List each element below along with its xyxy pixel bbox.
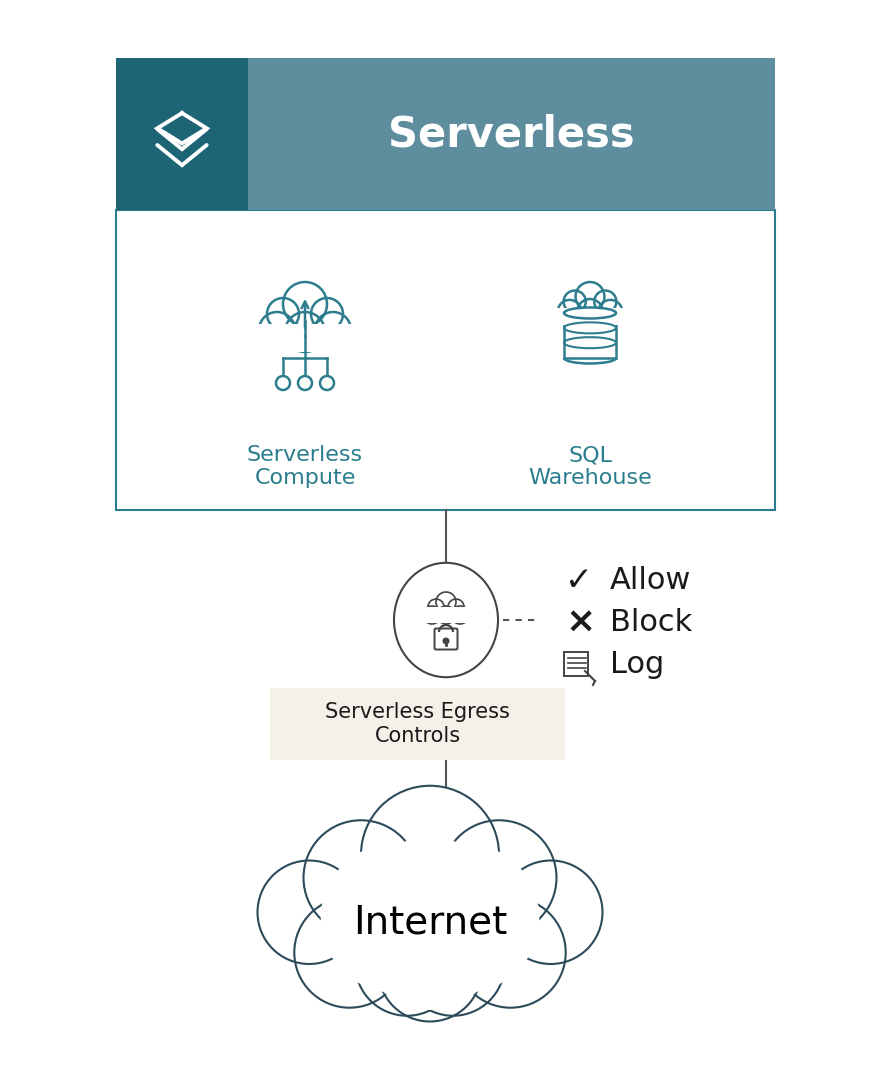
Circle shape bbox=[361, 872, 499, 1010]
FancyBboxPatch shape bbox=[421, 607, 471, 623]
Circle shape bbox=[558, 300, 582, 324]
Text: Allow: Allow bbox=[610, 566, 691, 594]
Circle shape bbox=[267, 298, 299, 330]
Circle shape bbox=[390, 843, 540, 993]
FancyBboxPatch shape bbox=[248, 58, 775, 210]
Circle shape bbox=[577, 299, 603, 325]
Circle shape bbox=[436, 592, 456, 613]
Text: Log: Log bbox=[610, 649, 665, 679]
Text: SQL
Warehouse: SQL Warehouse bbox=[528, 445, 652, 489]
Ellipse shape bbox=[564, 307, 616, 318]
FancyBboxPatch shape bbox=[564, 313, 616, 358]
Circle shape bbox=[599, 300, 623, 324]
Circle shape bbox=[594, 291, 616, 313]
Circle shape bbox=[320, 376, 334, 390]
Circle shape bbox=[423, 606, 441, 624]
Circle shape bbox=[437, 606, 455, 624]
Text: ✓: ✓ bbox=[565, 564, 593, 596]
Circle shape bbox=[343, 832, 516, 1005]
Circle shape bbox=[298, 376, 312, 390]
FancyBboxPatch shape bbox=[255, 324, 355, 352]
Circle shape bbox=[455, 897, 566, 1008]
Circle shape bbox=[499, 860, 602, 964]
Circle shape bbox=[285, 312, 325, 352]
Circle shape bbox=[384, 837, 545, 998]
Circle shape bbox=[283, 282, 327, 326]
Circle shape bbox=[355, 912, 458, 1015]
FancyBboxPatch shape bbox=[434, 629, 458, 649]
Circle shape bbox=[321, 843, 470, 993]
Text: Serverless: Serverless bbox=[388, 113, 635, 155]
Circle shape bbox=[315, 837, 476, 998]
Circle shape bbox=[451, 606, 469, 624]
Circle shape bbox=[442, 820, 557, 935]
Circle shape bbox=[448, 599, 464, 615]
Circle shape bbox=[575, 282, 605, 311]
Circle shape bbox=[315, 312, 351, 348]
Circle shape bbox=[294, 897, 405, 1008]
Text: Serverless Egress
Controls: Serverless Egress Controls bbox=[325, 703, 510, 746]
Circle shape bbox=[311, 298, 343, 330]
Text: Serverless
Compute: Serverless Compute bbox=[247, 445, 363, 489]
Circle shape bbox=[350, 837, 510, 998]
FancyBboxPatch shape bbox=[564, 652, 588, 675]
Circle shape bbox=[401, 912, 505, 1015]
Ellipse shape bbox=[394, 563, 498, 678]
Text: ×: × bbox=[565, 605, 595, 639]
FancyBboxPatch shape bbox=[116, 210, 775, 510]
Circle shape bbox=[361, 786, 499, 924]
FancyBboxPatch shape bbox=[270, 689, 565, 760]
Circle shape bbox=[378, 918, 482, 1022]
Circle shape bbox=[258, 860, 361, 964]
Circle shape bbox=[428, 599, 444, 615]
Circle shape bbox=[564, 291, 586, 313]
Text: Block: Block bbox=[610, 607, 692, 636]
FancyBboxPatch shape bbox=[556, 308, 624, 326]
Circle shape bbox=[442, 637, 450, 644]
FancyBboxPatch shape bbox=[275, 323, 335, 354]
FancyBboxPatch shape bbox=[116, 58, 248, 210]
Text: Internet: Internet bbox=[353, 904, 508, 942]
Circle shape bbox=[303, 820, 418, 935]
Circle shape bbox=[259, 312, 295, 348]
Circle shape bbox=[276, 376, 290, 390]
